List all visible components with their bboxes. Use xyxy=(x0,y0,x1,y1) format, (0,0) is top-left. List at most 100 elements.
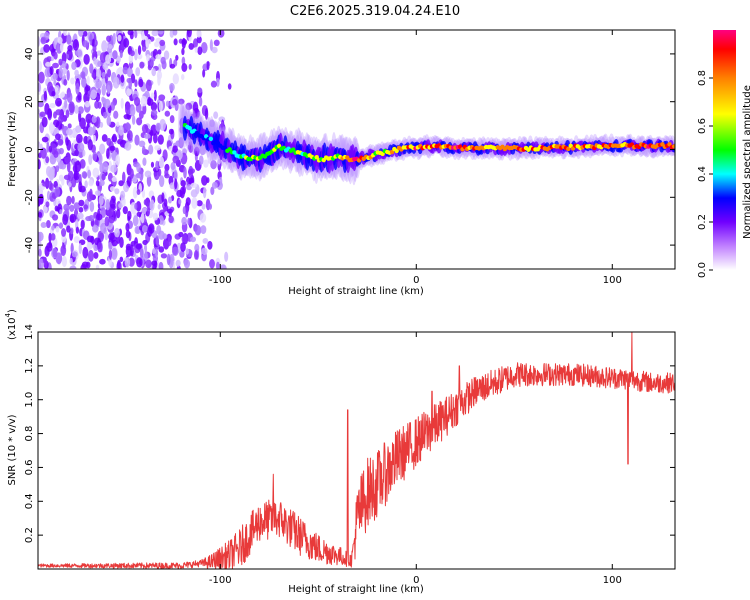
noise-blob xyxy=(74,149,79,157)
noise-blob xyxy=(167,208,173,214)
noise-blob xyxy=(79,185,86,193)
figure-title: C2E6.2025.319.04.24.E10 xyxy=(290,4,460,19)
snr-frame xyxy=(37,331,676,570)
noise-blob xyxy=(80,263,87,269)
noise-blob xyxy=(87,126,94,136)
noise-blob xyxy=(74,104,79,114)
noise-blob xyxy=(142,239,148,246)
noise-blob xyxy=(88,154,93,166)
noise-blob xyxy=(175,54,179,61)
noise-blob xyxy=(181,74,185,81)
noise-blob xyxy=(210,160,217,170)
noise-blob xyxy=(181,234,189,245)
noise-blob xyxy=(150,60,154,67)
noise-blob xyxy=(209,119,215,128)
noise-blob xyxy=(63,79,68,86)
noise-blob xyxy=(61,67,68,75)
noise-blob xyxy=(152,212,159,221)
noise-blob xyxy=(76,133,83,144)
noise-blob xyxy=(144,30,149,37)
noise-blob xyxy=(106,137,112,147)
noise-blob xyxy=(38,248,42,257)
noise-blob xyxy=(66,195,72,206)
noise-blob xyxy=(159,39,166,47)
noise-blob xyxy=(145,259,152,269)
noise-blob xyxy=(88,250,94,262)
noise-blob xyxy=(98,195,104,206)
noise-blob xyxy=(126,176,132,187)
noise-blob xyxy=(141,145,146,155)
ridge-core xyxy=(187,125,192,131)
noise-blob xyxy=(162,149,168,162)
noise-blob xyxy=(69,204,75,212)
noise-blob xyxy=(101,161,109,173)
noise-blob xyxy=(139,247,144,259)
noise-blob xyxy=(40,222,47,228)
noise-blob xyxy=(188,63,192,70)
noise-blob xyxy=(135,201,142,212)
ridge-halo xyxy=(178,100,185,148)
noise-blob xyxy=(87,139,93,151)
noise-blob xyxy=(71,195,75,205)
noise-blob xyxy=(194,243,200,253)
noise-blob xyxy=(154,41,160,48)
noise-blob xyxy=(183,259,191,269)
noise-blob xyxy=(153,133,158,144)
noise-blob xyxy=(134,79,138,88)
noise-blob xyxy=(143,199,148,206)
noise-blob xyxy=(150,101,158,112)
noise-blob xyxy=(38,71,45,84)
noise-blob xyxy=(64,156,71,164)
noise-blob xyxy=(128,257,135,267)
noise-blob xyxy=(50,55,55,62)
noise-blob xyxy=(76,212,84,220)
noise-blob xyxy=(112,50,118,60)
snr-y-label: SNR (10 * v/v) xyxy=(7,414,18,485)
noise-blob xyxy=(52,62,59,69)
noise-blob xyxy=(213,39,220,47)
noise-blob xyxy=(169,115,175,124)
noise-blob xyxy=(183,166,187,179)
noise-blob xyxy=(178,231,184,238)
noise-blob xyxy=(67,123,72,129)
noise-blob xyxy=(208,203,213,210)
noise-blob xyxy=(118,180,124,187)
noise-blob xyxy=(167,196,172,204)
noise-blob xyxy=(152,248,156,255)
noise-blob xyxy=(54,205,59,212)
noise-blob xyxy=(74,69,79,77)
colorbar-axes: 0.0 0.2 0.4 0.6 0.8 xyxy=(697,70,713,278)
noise-blob xyxy=(116,259,121,269)
noise-blob xyxy=(187,217,191,226)
noise-blob xyxy=(106,148,110,159)
noise-blob xyxy=(65,137,69,146)
noise-blob xyxy=(126,67,133,78)
noise-blob xyxy=(106,35,112,42)
noise-blob xyxy=(87,169,91,179)
noise-blob xyxy=(78,30,84,37)
noise-blob xyxy=(53,79,57,86)
noise-blob xyxy=(75,125,82,133)
colorbar-label: Normalized spectral amplitude xyxy=(742,85,750,239)
snr-x-tick-label: 0 xyxy=(413,575,419,586)
noise-blob xyxy=(124,257,131,268)
noise-blob xyxy=(180,242,186,252)
noise-blob xyxy=(109,198,116,209)
noise-blob xyxy=(159,118,166,131)
snr-x-tick-label: 100 xyxy=(603,575,622,586)
noise-blob xyxy=(172,98,178,106)
noise-blob xyxy=(172,145,178,153)
noise-blob xyxy=(104,231,109,241)
noise-blob xyxy=(57,138,64,146)
noise-blob xyxy=(126,88,132,96)
noise-blob xyxy=(157,73,161,86)
noise-blob xyxy=(114,188,120,195)
noise-blob xyxy=(61,228,67,237)
noise-blob xyxy=(194,225,202,236)
noise-blob xyxy=(146,207,151,216)
snr-y-tick-label: 0.8 xyxy=(24,426,35,442)
noise-blob xyxy=(94,190,101,196)
snr-x-label: Height of straight line (km) xyxy=(288,584,424,595)
noise-blob xyxy=(155,160,159,172)
snr-y-tick-label: 0.4 xyxy=(24,493,35,509)
